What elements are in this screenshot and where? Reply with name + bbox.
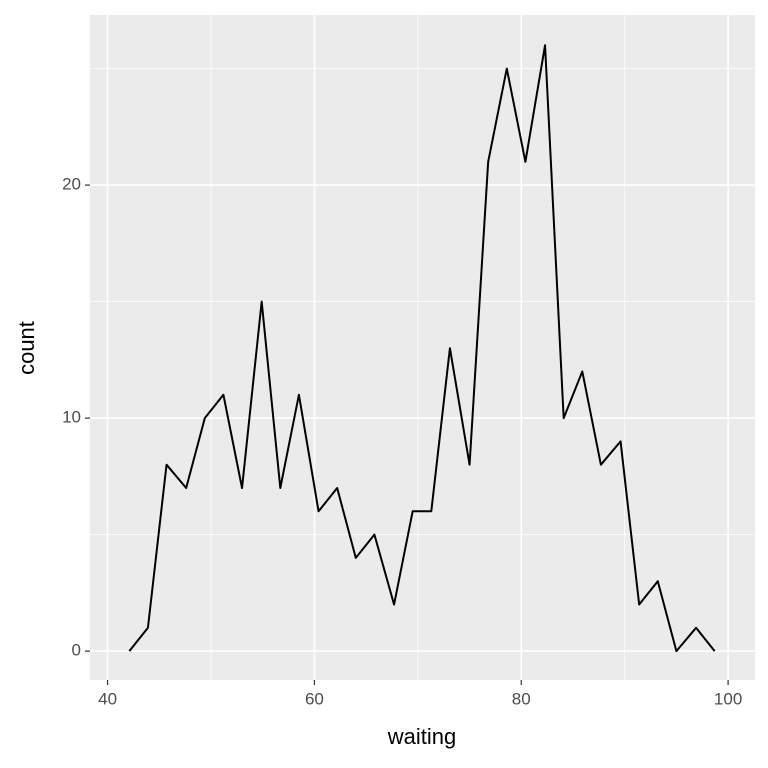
y-axis-title: count — [14, 321, 39, 375]
panel — [90, 15, 755, 680]
x-axis-title: waiting — [387, 724, 456, 749]
y-tick-label: 0 — [72, 641, 81, 660]
y-tick-label: 20 — [62, 175, 81, 194]
x-tick-label: 80 — [512, 689, 531, 708]
line — [128, 44, 716, 653]
y-tick-label: 10 — [62, 408, 81, 427]
x-tick-label: 40 — [98, 689, 117, 708]
x-tick-label: 60 — [305, 689, 324, 708]
x-tick-label: 100 — [714, 689, 742, 708]
